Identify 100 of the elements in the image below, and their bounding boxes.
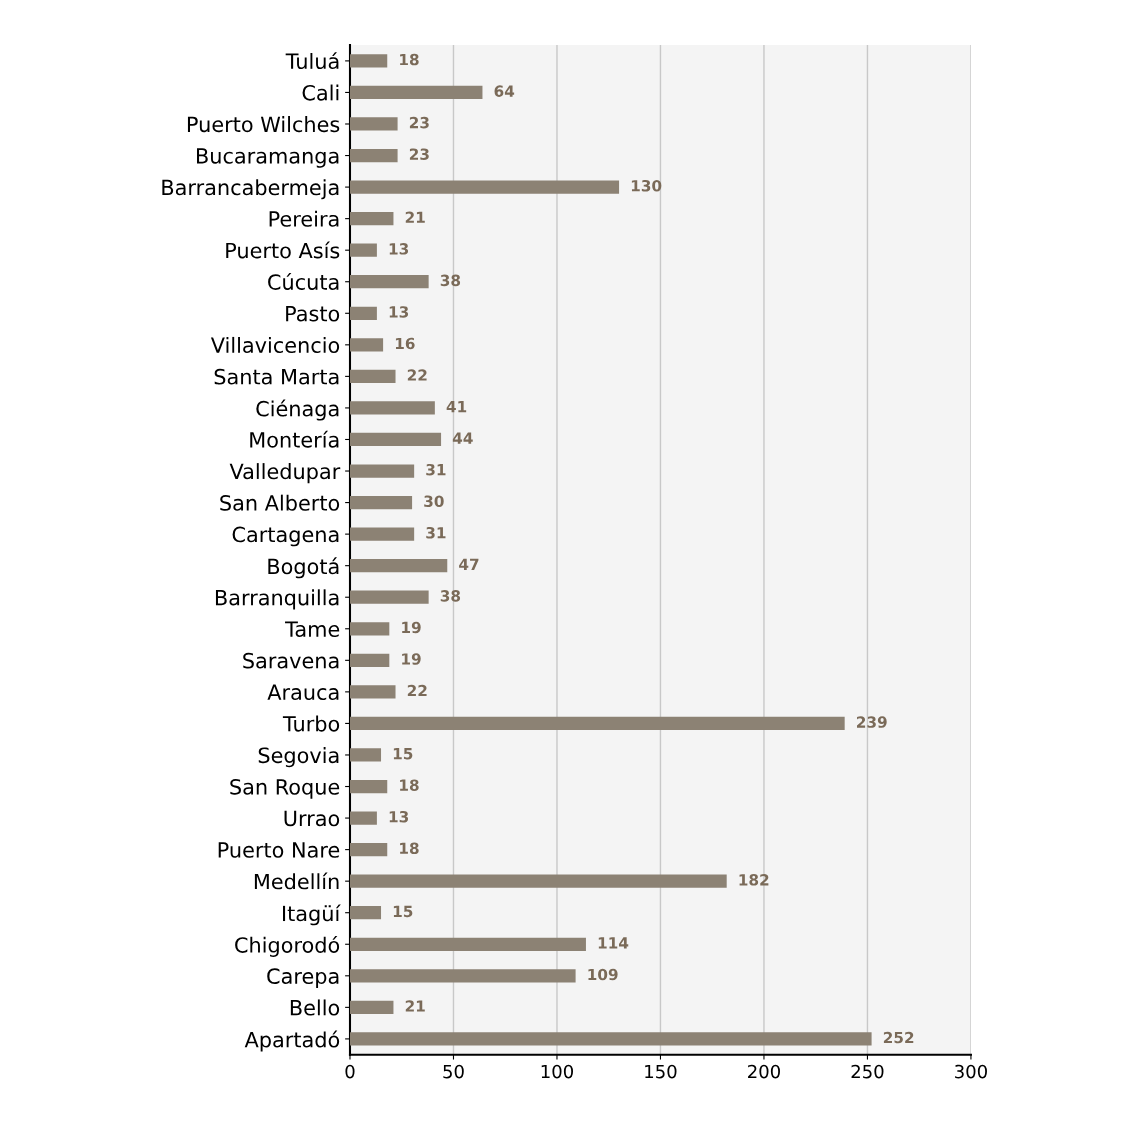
bar: [349, 842, 388, 857]
data-label: 15: [393, 748, 413, 760]
y-tick-label: Bucaramanga: [197, 148, 339, 168]
bar: [349, 874, 727, 888]
bar: [349, 243, 377, 257]
y-tick-label: San Roque: [230, 778, 340, 799]
data-label: 23: [409, 148, 429, 160]
data-label: 130: [631, 179, 662, 192]
bar: [349, 495, 413, 510]
bar: [349, 685, 396, 699]
bar: [349, 464, 415, 478]
bar: [349, 212, 394, 226]
bar: [349, 969, 576, 983]
y-tick-label: Saravena: [243, 652, 339, 669]
y-tick-label: Ciénaga: [256, 399, 339, 421]
y-tick-label: Cartagena: [232, 526, 339, 547]
data-label: 19: [402, 653, 421, 665]
data-label: 16: [395, 337, 415, 350]
y-tick-label: Barranquilla: [215, 589, 339, 610]
x-tick-label: 300: [955, 1064, 987, 1079]
data-label: 15: [393, 905, 413, 918]
y-tick-label: Itagüí: [283, 904, 341, 926]
bar: [349, 180, 620, 194]
bar: [349, 1032, 872, 1046]
y-tick-label: Valledupar: [229, 463, 341, 484]
x-tick-label: 0: [345, 1064, 355, 1079]
bar: [349, 811, 377, 825]
data-label: 13: [389, 243, 409, 255]
data-label: 64: [494, 85, 515, 97]
data-label: 22: [407, 684, 427, 697]
data-label: 239: [857, 716, 887, 728]
y-tick-label: Montería: [250, 430, 339, 448]
y-tick-label: Arauca: [267, 684, 339, 701]
y-tick-label: Villavicencio: [210, 336, 340, 354]
y-tick-label: Puerto Asís: [226, 241, 340, 259]
y-tick-label: Segovia: [258, 747, 339, 768]
data-label: 18: [400, 842, 419, 855]
x-tick-label: 250: [851, 1064, 884, 1079]
bar: [349, 275, 429, 289]
bar: [349, 85, 483, 100]
bar: [349, 622, 390, 636]
data-label: 41: [446, 401, 467, 413]
data-label: 47: [459, 558, 479, 570]
y-tick-label: Cali: [302, 84, 339, 101]
data-label: 18: [400, 53, 419, 66]
data-label: 18: [400, 779, 419, 791]
y-tick-label: Puerto Wilches: [187, 116, 340, 133]
y-tick-label: Apartadó: [244, 1030, 340, 1052]
data-label: 182: [739, 874, 769, 886]
data-label: 31: [426, 527, 446, 539]
y-tick-label: Chigorodó: [235, 935, 340, 957]
x-tick-label: 150: [645, 1064, 677, 1079]
bar: [349, 1000, 394, 1014]
data-label: 23: [409, 116, 429, 129]
data-label: 22: [407, 369, 427, 381]
data-label: 13: [389, 306, 409, 318]
x-tick-label: 200: [748, 1064, 780, 1079]
x-tick-label: 100: [541, 1064, 574, 1079]
data-label: 44: [452, 432, 473, 444]
bar: [349, 54, 388, 68]
bar: [349, 401, 435, 415]
y-tick-label: Barrancabermeja: [162, 179, 339, 200]
bar: [349, 779, 388, 794]
bar: [349, 306, 377, 320]
data-label: 38: [440, 274, 461, 287]
y-tick-label: Pasto: [286, 306, 340, 322]
y-tick-label: Carepa: [267, 968, 339, 989]
y-tick-label: Tame: [285, 621, 340, 637]
bar: [349, 748, 382, 762]
y-tick-label: Bello: [290, 999, 340, 1016]
data-label: 252: [883, 1031, 914, 1044]
x-tick-label: 50: [443, 1064, 464, 1079]
bar: [349, 369, 396, 384]
y-tick-label: Puerto Nare: [218, 842, 340, 858]
data-label: 109: [588, 968, 618, 981]
y-tick-label: Urrao: [284, 810, 340, 827]
y-tick-label: Tuluá: [285, 52, 339, 70]
bar: [349, 716, 845, 731]
bar: [349, 338, 384, 352]
bar: [349, 653, 390, 667]
y-tick-label: Santa Marta: [214, 368, 339, 385]
y-tick-label: San Alberto: [220, 494, 340, 511]
data-label: 38: [440, 590, 461, 602]
data-label: 114: [598, 937, 629, 949]
data-label: 19: [402, 621, 421, 634]
data-label: 13: [389, 810, 409, 823]
bar: [349, 559, 448, 573]
y-tick-label: Turbo: [282, 715, 340, 732]
bar: [349, 148, 398, 163]
y-tick-label: Medellín: [254, 872, 339, 890]
bar: [349, 937, 586, 951]
bar: [349, 527, 415, 541]
y-tick-label: Bogotá: [268, 557, 339, 579]
y-tick-label: Cúcuta: [268, 272, 339, 290]
bar: [349, 117, 398, 131]
data-label: 31: [426, 463, 446, 476]
data-label: 30: [424, 495, 444, 508]
bar: [349, 906, 382, 920]
bar: [349, 432, 442, 447]
data-label: 21: [405, 211, 425, 223]
